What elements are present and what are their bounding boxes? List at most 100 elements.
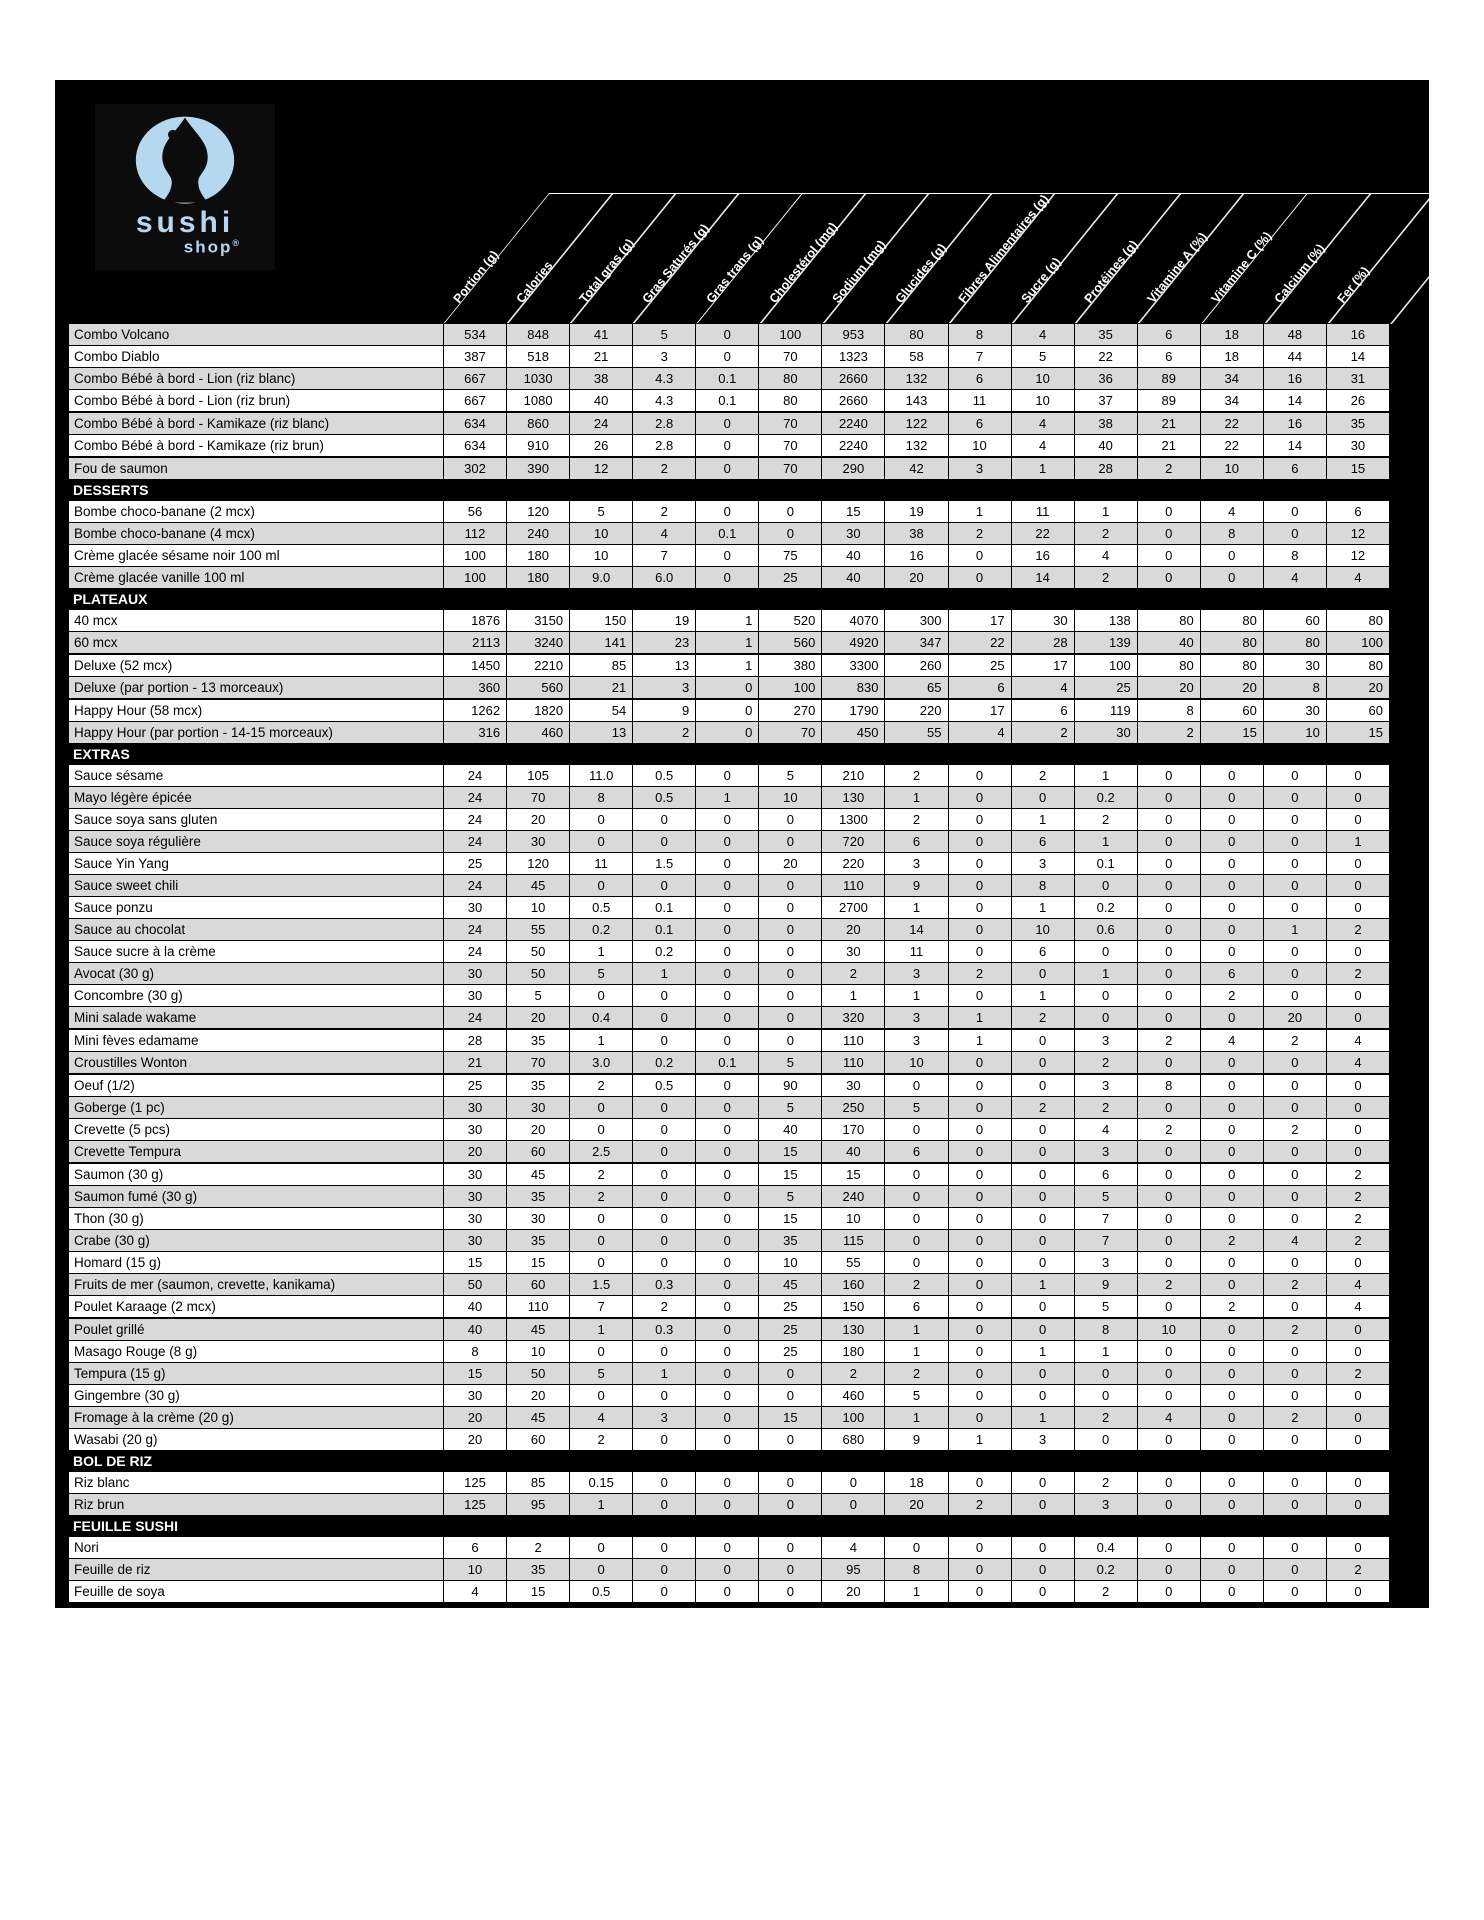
- value-cell: 2: [632, 456, 697, 480]
- table-row: Sauce sucre à la crème 24 50 1 0.2 0 0 30 11 0 6 0 0…: [68, 940, 1391, 963]
- value-cell: 2: [1073, 566, 1138, 589]
- value-cell: 2: [1262, 1406, 1327, 1429]
- value-cell: 0.5: [632, 1073, 697, 1097]
- value-cell: 2: [569, 1162, 634, 1186]
- value-cell: 0: [1010, 1493, 1075, 1516]
- item-name-cell: Crevette (5 pcs): [68, 1118, 444, 1141]
- value-cell: 38: [569, 367, 634, 390]
- value-cell: 120: [506, 500, 571, 523]
- value-cell: 30: [442, 984, 508, 1007]
- value-cell: 55: [884, 721, 949, 744]
- value-cell: 7: [1073, 1229, 1138, 1252]
- value-cell: 0: [632, 1118, 697, 1141]
- value-cell: 3: [1073, 1028, 1138, 1052]
- value-cell: 7: [947, 345, 1012, 368]
- value-cell: 1: [884, 1340, 949, 1363]
- value-cell: 1: [1010, 1340, 1075, 1363]
- table-row: Goberge (1 pc) 30 30 0 0 0 5 250 5 0 2 2 0 0 0 0: [68, 1096, 1391, 1119]
- value-cell: 0: [695, 1340, 760, 1363]
- value-cell: 0: [569, 1096, 634, 1119]
- value-cell: 634: [442, 411, 508, 435]
- item-name-cell: Mini salade wakame: [68, 1006, 444, 1030]
- value-cell: 138: [1073, 609, 1138, 632]
- value-cell: 1: [695, 786, 760, 809]
- value-cell: 1: [1073, 500, 1138, 523]
- value-cell: 0: [695, 896, 760, 919]
- value-cell: 0: [695, 1580, 760, 1603]
- value-cell: 5: [569, 500, 634, 523]
- value-cell: 10: [884, 1051, 949, 1075]
- value-cell: 2: [1136, 456, 1201, 480]
- value-cell: 0: [947, 1295, 1012, 1319]
- value-cell: 0: [947, 1558, 1012, 1581]
- value-cell: 45: [506, 874, 571, 897]
- value-cell: 0: [1325, 808, 1391, 831]
- value-cell: 80: [1199, 653, 1264, 677]
- value-cell: 0: [1136, 1295, 1201, 1319]
- value-cell: 0: [1010, 1471, 1075, 1494]
- value-cell: 30: [442, 1162, 508, 1186]
- value-cell: 0: [695, 1207, 760, 1230]
- value-cell: 20: [1325, 676, 1391, 700]
- value-cell: 8: [1010, 874, 1075, 897]
- value-cell: 80: [1325, 653, 1391, 677]
- value-cell: 0: [1199, 1162, 1264, 1186]
- value-cell: 0: [1325, 1471, 1391, 1494]
- value-cell: 65: [884, 676, 949, 700]
- value-cell: 0: [1136, 874, 1201, 897]
- value-cell: 4070: [821, 609, 886, 632]
- value-cell: 5: [632, 323, 697, 346]
- table-row: Riz brun 125 95 1 0 0 0 0 20 2 0 3 0 0 0 0: [68, 1493, 1391, 1516]
- value-cell: 14: [1325, 345, 1391, 368]
- value-cell: 0: [758, 1384, 823, 1407]
- value-cell: 220: [884, 698, 949, 722]
- value-cell: 0: [632, 1471, 697, 1494]
- table-row: Oeuf (1/2) 25 35 2 0.5 0 90 30 0 0 0 3 8 0 0 0: [68, 1073, 1391, 1097]
- value-cell: 180: [506, 566, 571, 589]
- value-cell: 0: [1325, 1317, 1391, 1341]
- value-cell: 1: [1325, 830, 1391, 853]
- value-cell: 0: [1325, 764, 1391, 787]
- value-cell: 16: [1262, 367, 1327, 390]
- value-cell: 10: [442, 1558, 508, 1581]
- value-cell: 3: [632, 676, 697, 700]
- value-cell: 390: [506, 456, 571, 480]
- value-cell: 4920: [821, 631, 886, 655]
- value-cell: 0: [1199, 1428, 1264, 1451]
- value-cell: 6: [1073, 1162, 1138, 1186]
- value-cell: 0: [1262, 1162, 1327, 1186]
- value-cell: 0: [1136, 896, 1201, 919]
- value-cell: 1: [1010, 456, 1075, 480]
- value-cell: 0: [1262, 1493, 1327, 1516]
- item-name-cell: Combo Volcano: [68, 323, 444, 346]
- value-cell: 1.5: [569, 1273, 634, 1296]
- value-cell: 0: [695, 1073, 760, 1097]
- value-cell: 2: [632, 1295, 697, 1319]
- value-cell: 4: [947, 721, 1012, 744]
- value-cell: 250: [821, 1096, 886, 1119]
- value-cell: 2: [1262, 1317, 1327, 1341]
- value-cell: 30: [442, 1096, 508, 1119]
- table-row: Crème glacée vanille 100 ml 100 180 9.0 6.0 0…: [68, 566, 1391, 589]
- value-cell: 10: [506, 1340, 571, 1363]
- value-cell: 0: [758, 1006, 823, 1030]
- value-cell: 143: [884, 389, 949, 413]
- value-cell: 100: [442, 566, 508, 589]
- value-cell: 0: [947, 874, 1012, 897]
- value-cell: 0.2: [569, 918, 634, 941]
- value-cell: 0: [1325, 1073, 1391, 1097]
- value-cell: 5: [758, 1051, 823, 1075]
- value-cell: 0: [1010, 1251, 1075, 1274]
- value-cell: 15: [506, 1580, 571, 1603]
- item-name-cell: Tempura (15 g): [68, 1362, 444, 1385]
- value-cell: 0: [947, 1162, 1012, 1186]
- table-row: Combo Bébé à bord - Lion (riz brun) 667 10…: [68, 389, 1391, 413]
- value-cell: 0: [1073, 874, 1138, 897]
- value-cell: 180: [506, 544, 571, 567]
- value-cell: 5: [506, 984, 571, 1007]
- item-name-cell: Fromage à la crème (20 g): [68, 1406, 444, 1429]
- value-cell: 910: [506, 434, 571, 458]
- value-cell: 0: [695, 1406, 760, 1429]
- value-cell: 130: [821, 786, 886, 809]
- value-cell: 0: [695, 1273, 760, 1296]
